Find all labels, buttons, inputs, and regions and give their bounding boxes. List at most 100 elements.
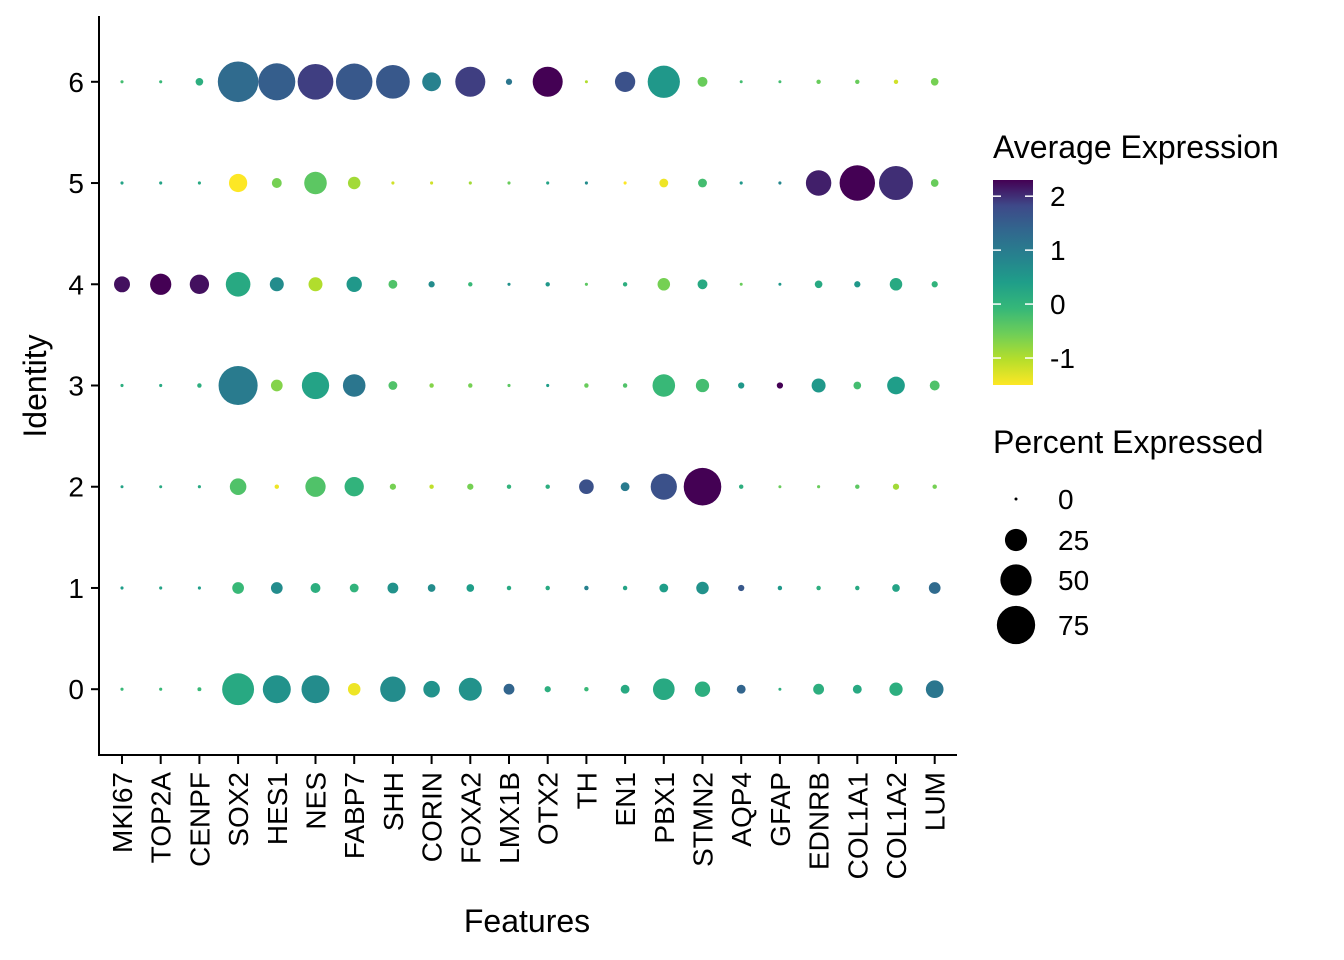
dot-shh-identity-0	[380, 676, 406, 702]
dot-cenpf-identity-6	[195, 77, 204, 86]
dot-gfap-identity-0	[778, 687, 782, 691]
color-legend-title: Average Expression	[993, 129, 1279, 165]
dot-pbx1-identity-1	[659, 583, 669, 593]
x-tick-label: CENPF	[184, 772, 215, 867]
dot-lum-identity-1	[928, 582, 941, 594]
dot-stmn2-identity-3	[695, 378, 710, 393]
dot-stmn2-identity-5	[698, 178, 707, 188]
x-tick-label: PBX1	[649, 772, 680, 844]
dot-gfap-identity-4	[778, 282, 782, 286]
dot-ednrb-identity-2	[817, 485, 821, 489]
dot-nes-identity-0	[301, 675, 330, 704]
dot-hes1-identity-0	[262, 675, 291, 704]
colorbar-tick-label: 2	[1050, 181, 1066, 212]
dot-foxa2-identity-3	[468, 383, 473, 388]
dot-aqp4-identity-1	[738, 584, 745, 592]
dot-th-identity-6	[584, 80, 588, 84]
dot-corin-identity-0	[423, 680, 440, 698]
size-legend-key	[1014, 497, 1018, 501]
dot-col1a1-identity-5	[839, 165, 876, 201]
dot-mki67-identity-5	[120, 181, 124, 185]
dot-otx2-identity-1	[545, 585, 550, 591]
dot-fabp7-identity-3	[342, 374, 366, 397]
dot-top2a-identity-1	[159, 586, 163, 590]
dot-pbx1-identity-2	[650, 473, 677, 500]
dot-aqp4-identity-3	[738, 382, 745, 389]
x-tick-label: COL1A2	[881, 772, 912, 879]
x-axis: MKI67 TOP2A CENPF SOX2 HES1 NES FABP7 SHH CORIN F…	[107, 755, 951, 879]
dot-sox2-identity-0	[222, 673, 255, 706]
dot-top2a-identity-4	[150, 273, 172, 295]
dot-aqp4-identity-5	[739, 181, 743, 185]
dot-shh-identity-4	[388, 279, 398, 289]
dot-lmx1b-identity-6	[505, 78, 513, 85]
x-tick-label: FOXA2	[455, 772, 486, 864]
dot-ednrb-identity-0	[813, 683, 825, 695]
dot-ednrb-identity-3	[811, 378, 826, 393]
x-tick-label: CORIN	[417, 772, 448, 862]
size-legend-title: Percent Expressed	[993, 424, 1263, 460]
dot-shh-identity-2	[389, 483, 397, 490]
dot-lum-identity-2	[932, 484, 937, 489]
x-tick-label: SHH	[378, 772, 409, 831]
dot-lmx1b-identity-1	[506, 585, 512, 591]
dot-fabp7-identity-5	[347, 176, 361, 190]
dot-top2a-identity-5	[159, 181, 163, 185]
dot-nes-identity-2	[305, 476, 326, 497]
dot-col1a2-identity-6	[893, 79, 899, 85]
dot-fabp7-identity-0	[347, 682, 361, 696]
x-axis-title: Features	[464, 903, 590, 939]
dot-hes1-identity-3	[270, 379, 283, 392]
dot-otx2-identity-6	[532, 66, 563, 97]
dot-mki67-identity-1	[120, 586, 124, 590]
dot-top2a-identity-2	[159, 485, 163, 489]
dot-lmx1b-identity-3	[507, 383, 511, 388]
dot-th-identity-2	[579, 479, 594, 495]
dot-cenpf-identity-4	[189, 274, 210, 294]
dot-foxa2-identity-4	[468, 282, 473, 287]
y-tick-label: 4	[68, 269, 84, 300]
dot-pbx1-identity-4	[657, 278, 671, 291]
dot-sox2-identity-4	[225, 271, 251, 297]
dot-sox2-identity-2	[229, 478, 247, 495]
dot-pbx1-identity-0	[652, 678, 675, 701]
dot-stmn2-identity-4	[697, 279, 708, 290]
dot-gfap-identity-2	[778, 485, 782, 489]
x-tick-label: SOX2	[223, 772, 254, 847]
dots-layer	[114, 61, 944, 706]
x-tick-label: COL1A1	[842, 772, 873, 879]
dot-col1a2-identity-5	[879, 166, 913, 200]
dot-corin-identity-1	[427, 584, 436, 592]
x-tick-label: EN1	[610, 772, 641, 826]
dot-fabp7-identity-4	[346, 276, 362, 292]
dot-lmx1b-identity-4	[507, 282, 511, 286]
dot-en1-identity-4	[622, 282, 628, 287]
dot-col1a2-identity-1	[892, 584, 900, 592]
dot-lum-identity-0	[925, 680, 944, 699]
dot-ednrb-identity-1	[816, 585, 821, 591]
dot-sox2-identity-6	[217, 61, 259, 103]
colorbar-tick-label: 0	[1050, 289, 1066, 320]
dot-col1a2-identity-0	[889, 682, 903, 696]
dot-ednrb-identity-4	[814, 280, 823, 289]
dot-pbx1-identity-3	[652, 374, 676, 397]
dot-nes-identity-6	[297, 63, 334, 100]
dot-th-identity-1	[584, 585, 589, 591]
dot-top2a-identity-3	[159, 383, 163, 388]
dot-en1-identity-6	[614, 71, 636, 92]
size-legend-key	[996, 605, 1036, 645]
x-tick-label: STMN2	[688, 772, 719, 867]
dot-pbx1-identity-5	[659, 178, 669, 188]
dot-stmn2-identity-2	[683, 467, 722, 506]
dot-shh-identity-5	[391, 181, 395, 185]
dot-col1a1-identity-6	[855, 79, 860, 85]
color-legend: Average Expression 2 1 0 -1	[993, 129, 1279, 385]
x-tick-label: GFAP	[765, 772, 796, 847]
y-tick-label: 2	[68, 472, 84, 503]
dot-fabp7-identity-6	[335, 63, 373, 101]
size-legend-key	[1004, 528, 1028, 552]
dot-en1-identity-5	[623, 181, 627, 185]
x-tick-label: TOP2A	[146, 772, 177, 864]
dot-col1a2-identity-3	[887, 376, 905, 395]
